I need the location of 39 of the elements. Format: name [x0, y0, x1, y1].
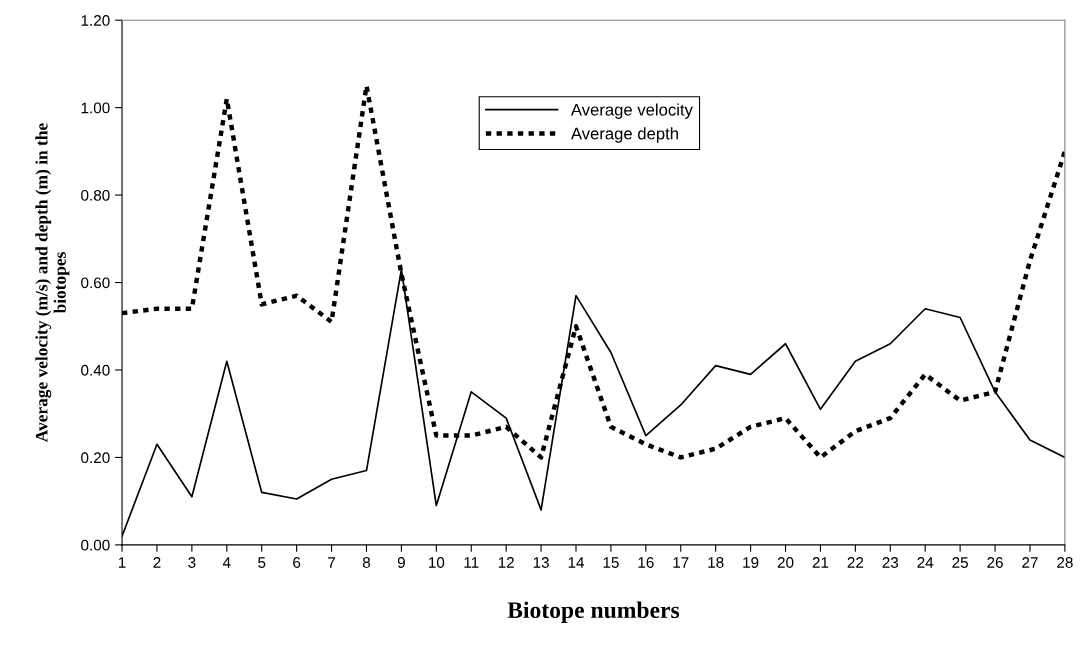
- y-tick-label: 0.20: [81, 452, 110, 464]
- x-tick-label: 6: [293, 557, 301, 568]
- x-tick-label: 11: [464, 557, 479, 568]
- x-tick-label: 27: [1022, 557, 1038, 568]
- x-tick-label: 18: [708, 557, 724, 568]
- y-tick-label: 0.00: [81, 539, 110, 551]
- x-tick-label: 13: [533, 557, 549, 568]
- x-tick-label: 28: [1057, 557, 1073, 568]
- x-tick-label: 16: [638, 557, 654, 568]
- x-tick-label: 7: [328, 557, 336, 568]
- x-tick-label: 20: [777, 557, 794, 568]
- x-tick-label: 15: [603, 557, 619, 568]
- x-tick-label: 19: [743, 557, 759, 568]
- y-tick-label: 0.80: [81, 189, 110, 201]
- x-tick-label: 26: [987, 557, 1003, 568]
- x-tick-label: 23: [882, 557, 899, 568]
- x-tick-label: 8: [362, 557, 371, 568]
- x-tick-label: 9: [397, 557, 405, 568]
- y-tick-label: 1.20: [81, 15, 110, 26]
- legend-label: Average depth: [570, 127, 678, 143]
- legend-label: Average velocity: [570, 103, 693, 119]
- x-tick-label: 5: [258, 557, 266, 568]
- x-tick-label: 3: [188, 557, 196, 568]
- x-tick-label: 14: [568, 557, 585, 568]
- x-tick-label: 22: [847, 557, 864, 568]
- x-tick-label: 24: [917, 557, 934, 568]
- y-tick-label: 1.00: [81, 102, 110, 114]
- x-axis-title: Biotope numbers: [507, 601, 680, 623]
- x-tick-label: 10: [428, 557, 445, 568]
- x-tick-label: 1: [118, 557, 126, 568]
- y-tick-label: 0.40: [81, 364, 110, 376]
- x-tick-label: 12: [498, 557, 514, 568]
- y-tick-label: 0.60: [81, 277, 110, 289]
- x-tick-label: 4: [222, 557, 231, 568]
- x-tick-label: 17: [673, 557, 689, 568]
- y-axis-title: Average velocity (m/s) and depth (m) in the biotopes: [35, 123, 70, 443]
- x-tick-label: 21: [812, 557, 829, 568]
- x-tick-label: 2: [153, 557, 161, 568]
- x-tick-label: 25: [952, 557, 968, 568]
